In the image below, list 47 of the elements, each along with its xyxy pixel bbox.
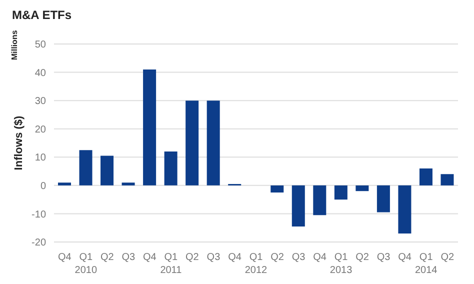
x-tick-label: Q4 bbox=[398, 252, 412, 263]
bar bbox=[270, 185, 284, 192]
x-tick-label: Q2 bbox=[440, 252, 454, 263]
text: Millions bbox=[10, 30, 19, 60]
x-tick-label: Q3 bbox=[122, 252, 136, 263]
bar bbox=[58, 182, 71, 186]
bar bbox=[186, 100, 199, 186]
chart-title: M&A ETFs bbox=[12, 8, 72, 22]
bar bbox=[292, 185, 305, 226]
bar bbox=[143, 69, 156, 186]
bar bbox=[122, 182, 135, 186]
x-tick-label: Q1 2011 bbox=[160, 252, 182, 276]
bar bbox=[398, 185, 412, 234]
bar bbox=[206, 100, 220, 186]
x-tick-label: Q2 bbox=[356, 252, 370, 263]
y-tick-label: 10 bbox=[34, 152, 46, 164]
x-tick-label: Q4 bbox=[143, 252, 157, 263]
y-tick-label: -20 bbox=[32, 238, 46, 249]
y-tick-label: 50 bbox=[34, 40, 46, 51]
y-tick-label: -10 bbox=[32, 209, 46, 220]
x-tick-label: Q2 bbox=[186, 252, 200, 263]
y-tick-label: 40 bbox=[34, 68, 46, 79]
bar bbox=[334, 185, 348, 200]
x-tick-label: Q3 bbox=[376, 252, 391, 263]
x-tick-label: Q2 bbox=[270, 252, 284, 263]
bar bbox=[356, 185, 369, 192]
bar bbox=[376, 185, 390, 212]
x-tick-label: Q1 2014 bbox=[414, 252, 438, 276]
bar bbox=[100, 156, 114, 186]
x-tick-label: Q3 bbox=[292, 252, 306, 263]
x-tick-label: Q1 2010 bbox=[74, 252, 98, 276]
y-tick-label: 20 bbox=[34, 124, 46, 136]
bar bbox=[79, 150, 92, 186]
bar bbox=[440, 174, 454, 186]
x-tick-label: Q2 bbox=[100, 252, 114, 263]
bar bbox=[164, 151, 178, 186]
y-tick-label: 0 bbox=[40, 180, 46, 192]
x-tick-label: Q1 2013 bbox=[330, 252, 353, 276]
x-tick-label: Q3 bbox=[206, 252, 221, 263]
x-tick-label: Q4 bbox=[228, 252, 242, 263]
x-tick-label: Q4 bbox=[313, 252, 327, 263]
x-tick-label: Q1 2012 bbox=[244, 252, 268, 276]
bar bbox=[419, 168, 432, 186]
x-tick-label: Q4 bbox=[58, 252, 72, 263]
y-axis-title: Inflows ($) bbox=[12, 115, 25, 170]
bar bbox=[313, 185, 326, 216]
y-tick-label: 30 bbox=[34, 96, 46, 108]
